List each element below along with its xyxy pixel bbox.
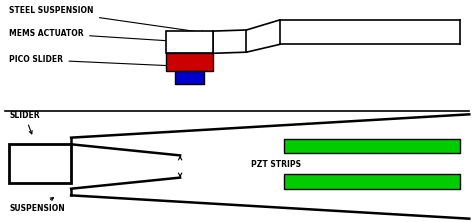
Bar: [19, 151, 57, 175]
Bar: [284, 139, 460, 153]
Text: PICO SLIDER: PICO SLIDER: [9, 55, 186, 68]
Bar: [166, 31, 213, 53]
Bar: [166, 53, 213, 71]
Bar: [284, 174, 460, 189]
Text: MEMS ACTUATOR: MEMS ACTUATOR: [9, 28, 186, 43]
Bar: [175, 71, 204, 84]
Text: STEEL SUSPENSION: STEEL SUSPENSION: [9, 6, 205, 34]
Bar: [9, 144, 71, 183]
Text: SUSPENSION: SUSPENSION: [9, 198, 65, 213]
Text: SLIDER: SLIDER: [9, 111, 40, 134]
Text: PZT STRIPS: PZT STRIPS: [251, 160, 301, 169]
